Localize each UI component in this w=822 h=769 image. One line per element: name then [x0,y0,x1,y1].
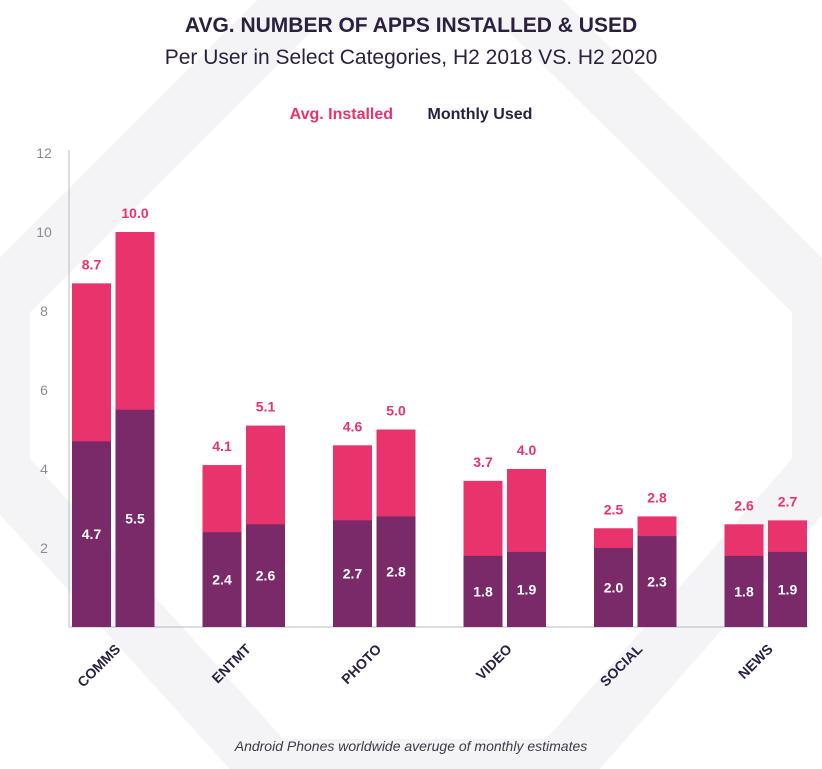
chart-subtitle: Per User in Select Categories, H2 2018 V… [164,46,658,69]
data-label-used: 4.7 [82,526,102,542]
data-label-used: 2.3 [647,574,667,590]
bar-used [333,520,372,627]
chart-title: AVG. NUMBER OF APPS INSTALLED & USED [184,14,638,37]
data-label-used: 2.8 [386,564,406,580]
data-label-installed: 2.8 [647,489,667,505]
data-label-installed: 2.6 [734,497,754,513]
data-label-used: 2.7 [343,566,363,582]
y-tick-label: 6 [40,382,48,398]
data-label-used: 1.9 [517,581,537,597]
data-label-used: 2.6 [256,568,276,584]
bar-used [72,441,111,627]
y-tick-label: 8 [40,303,48,319]
legend-used: Monthly Used [427,106,533,123]
category-label: SOCIAL [597,640,646,689]
bar-used [463,555,503,627]
bar-used [637,536,677,627]
data-label-used: 1.8 [734,583,754,599]
legend-installed: Avg. Installed [289,106,394,123]
data-label-installed: 2.7 [778,493,798,509]
data-label-installed: 2.5 [604,501,624,517]
data-label-used: 2.4 [212,572,232,588]
legend: Avg. Installed Monthly Used [0,106,822,124]
bar-used [115,409,155,627]
data-label-installed: 3.7 [473,454,493,470]
data-label-installed: 4.1 [212,438,232,454]
data-label-installed: 5.1 [256,399,276,415]
bar-used [507,551,546,627]
y-tick-label: 2 [40,540,48,556]
footnote: Android Phones worldwide averuge of mont… [234,738,588,754]
data-label-installed: 8.7 [82,256,102,272]
category-label: COMMS [74,641,123,690]
data-label-installed: 4.0 [517,442,537,458]
category-label: PHOTO [338,641,384,687]
y-tick-label: 12 [36,145,52,161]
bar-used [594,548,633,627]
data-label-installed: 4.6 [343,418,363,434]
category-label: ENTMT [208,640,254,686]
data-label-used: 1.9 [778,581,798,597]
data-label-used: 2.0 [604,580,624,596]
data-label-installed: 10.0 [121,205,148,221]
bar-used [724,555,764,627]
bar-used [202,532,242,627]
data-label-installed: 5.0 [386,403,406,419]
bar-used [246,524,285,627]
y-tick-label: 10 [36,224,52,240]
bar-used [376,516,416,627]
data-label-used: 1.8 [473,583,493,599]
y-tick-label: 4 [40,461,48,477]
bar-used [768,551,807,627]
category-label: NEWS [735,641,776,682]
category-label: VIDEO [473,641,515,683]
data-label-used: 5.5 [125,510,145,526]
